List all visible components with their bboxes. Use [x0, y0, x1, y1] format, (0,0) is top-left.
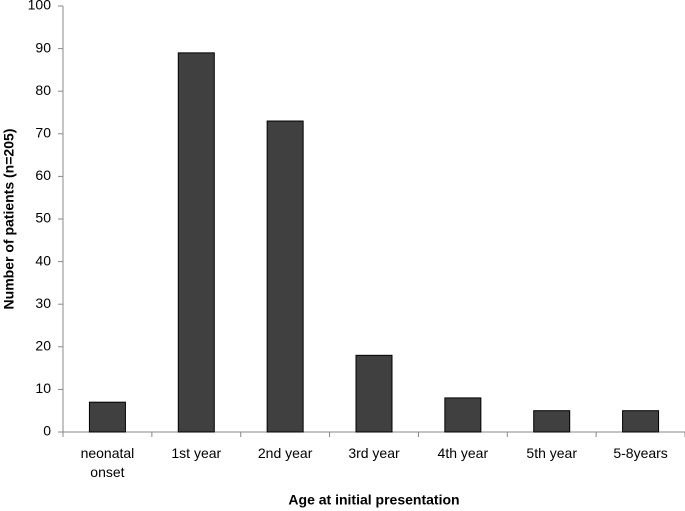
- bar: [177, 52, 215, 433]
- bar: [533, 410, 571, 433]
- y-tick-label: 10: [35, 380, 51, 396]
- y-tick-label: 100: [28, 0, 52, 13]
- x-tick-label: 3rd year: [348, 445, 400, 461]
- bar: [622, 410, 660, 433]
- x-tick-label: 1st year: [171, 445, 222, 461]
- y-tick-label: 0: [43, 423, 51, 439]
- x-tick-label: neonatal onset: [80, 445, 135, 480]
- x-tick-label: 4th year: [437, 445, 489, 461]
- bar: [355, 354, 393, 433]
- x-axis-title: Age at initial presentation: [288, 492, 459, 508]
- bar: [444, 397, 482, 433]
- y-tick-label: 50: [35, 210, 51, 226]
- y-axis-title: Number of patients (n=205): [1, 129, 17, 310]
- y-tick-label: 30: [35, 295, 51, 311]
- bar: [266, 120, 304, 433]
- bar: [88, 401, 126, 433]
- y-tick-label: 40: [35, 252, 51, 268]
- y-tick-label: 70: [35, 125, 51, 141]
- y-tick-label: 20: [35, 338, 51, 354]
- x-tick-label: 2nd year: [257, 445, 313, 461]
- y-tick-label: 60: [35, 167, 51, 183]
- y-tick-label: 80: [35, 82, 51, 98]
- x-tick-label: 5th year: [526, 445, 577, 461]
- x-tick-label: 5-8years: [613, 445, 668, 461]
- y-tick-label: 90: [35, 39, 51, 55]
